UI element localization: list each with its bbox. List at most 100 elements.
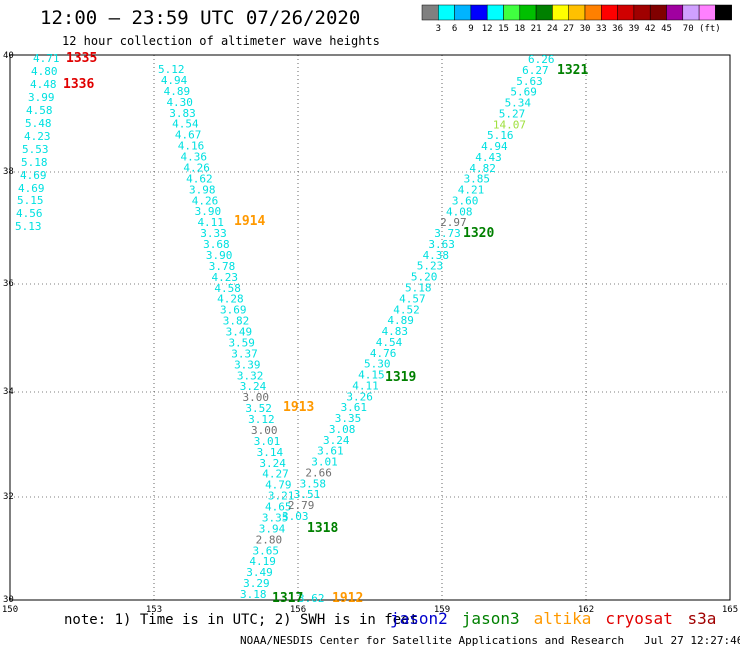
swh-value: 3.32 bbox=[237, 369, 263, 382]
swh-value: 4.69 bbox=[20, 169, 47, 182]
swh-value: 3.60 bbox=[452, 194, 479, 207]
colorbar-tick: 70 (ft) bbox=[683, 24, 721, 34]
lon-tick-label: 150 bbox=[2, 605, 18, 615]
swh-value: 3.62 bbox=[298, 592, 325, 605]
swh-value: 4.58 bbox=[26, 104, 53, 117]
legend-entry-cryosat: cryosat bbox=[605, 609, 672, 628]
track-label: 1335 bbox=[66, 51, 97, 66]
swh-value: 4.65 bbox=[265, 501, 292, 514]
swh-value: 4.28 bbox=[217, 293, 244, 306]
colorbar-swatch bbox=[519, 4, 537, 21]
colorbar-swatch bbox=[568, 4, 586, 21]
swh-value: 5.16 bbox=[487, 129, 514, 142]
colorbar-swatch bbox=[535, 4, 553, 21]
track-label: 1914 bbox=[234, 214, 265, 229]
track-label: 1321 bbox=[557, 63, 588, 78]
colorbar-tick: 9 bbox=[468, 24, 473, 34]
swh-value: 4.83 bbox=[382, 325, 409, 338]
colorbar-swatch bbox=[698, 4, 716, 21]
lat-tick-label: 36 bbox=[3, 279, 14, 289]
colorbar-swatch bbox=[601, 4, 618, 21]
swh-value: 3.14 bbox=[257, 446, 284, 459]
swh-value: 5.18 bbox=[21, 156, 48, 169]
map-frame bbox=[9, 54, 731, 601]
swh-value: 3.99 bbox=[28, 91, 55, 104]
swh-value: 4.11 bbox=[352, 379, 379, 392]
colorbar-swatch bbox=[633, 4, 651, 21]
swh-value: 3.58 bbox=[300, 477, 327, 490]
colorbar-swatch bbox=[454, 4, 472, 21]
colorbar-swatch bbox=[552, 4, 569, 21]
swh-value: 2.79 bbox=[288, 499, 315, 512]
swh-value: 3.94 bbox=[259, 522, 286, 535]
swh-value: 3.90 bbox=[195, 205, 222, 218]
swh-value: 5.53 bbox=[22, 143, 49, 156]
swh-value: 3.59 bbox=[228, 336, 255, 349]
swh-value: 3.03 bbox=[282, 510, 309, 523]
swh-value: 5.63 bbox=[516, 75, 543, 88]
track-label: 1318 bbox=[307, 521, 338, 536]
swh-value: 2.97 bbox=[440, 216, 467, 229]
swh-value: 3.52 bbox=[245, 402, 272, 415]
swh-value: 4.52 bbox=[393, 303, 420, 316]
swh-value: 3.98 bbox=[189, 183, 216, 196]
track-label: 1336 bbox=[63, 77, 94, 92]
swh-value: 3.24 bbox=[323, 434, 350, 447]
colorbar-tick: 3 bbox=[436, 24, 441, 34]
swh-value: 3.78 bbox=[209, 260, 236, 273]
swh-value: 14.07 bbox=[493, 118, 526, 131]
track-label: 1912 bbox=[332, 591, 363, 606]
colorbar-tick: 21 bbox=[531, 24, 542, 34]
track-label: 1320 bbox=[463, 226, 494, 241]
swh-value: 3.82 bbox=[223, 315, 250, 328]
swh-value: 2.80 bbox=[256, 533, 283, 546]
swh-value: 6.26 bbox=[528, 53, 555, 66]
colorbar-tick: 6 bbox=[452, 24, 457, 34]
swh-value: 3.12 bbox=[248, 413, 275, 426]
track-label: 1319 bbox=[385, 370, 416, 385]
swh-value: 4.94 bbox=[481, 140, 508, 153]
swh-value: 5.69 bbox=[510, 86, 537, 99]
swh-value: 4.26 bbox=[183, 161, 210, 174]
swh-value: 3.01 bbox=[254, 435, 281, 448]
swh-value: 3.26 bbox=[346, 390, 373, 403]
swh-value: 4.57 bbox=[399, 292, 426, 305]
swh-value: 4.16 bbox=[178, 140, 205, 153]
swh-value: 4.21 bbox=[458, 184, 485, 197]
swh-value: 4.08 bbox=[446, 205, 473, 218]
colorbar-swatch bbox=[584, 4, 602, 21]
swh-value: 4.23 bbox=[212, 271, 239, 284]
swh-value: 4.54 bbox=[172, 118, 199, 131]
swh-value: 2.66 bbox=[305, 466, 332, 479]
swh-value: 5.30 bbox=[364, 358, 391, 371]
colorbar-swatch bbox=[438, 4, 455, 21]
colorbar-tick: 24 bbox=[547, 24, 558, 34]
swh-value: 3.08 bbox=[329, 423, 356, 436]
legend-entry-altika: altika bbox=[534, 609, 592, 628]
swh-value: 5.13 bbox=[15, 220, 42, 233]
colorbar-tick: 42 bbox=[645, 24, 656, 34]
swh-value: 5.27 bbox=[499, 107, 526, 120]
lat-tick-label: 40 bbox=[3, 51, 14, 61]
swh-value: 3.49 bbox=[246, 566, 273, 579]
swh-value: 3.29 bbox=[243, 577, 270, 590]
swh-value: 4.27 bbox=[262, 468, 289, 481]
swh-value: 3.69 bbox=[220, 304, 247, 317]
swh-value: 4.67 bbox=[175, 129, 202, 142]
track-label: 1913 bbox=[283, 400, 314, 415]
swh-value: 4.54 bbox=[376, 336, 403, 349]
lat-tick-label: 34 bbox=[3, 387, 14, 397]
colorbar-swatch bbox=[421, 4, 439, 21]
colorbar-tick: 18 bbox=[514, 24, 525, 34]
swh-value: 3.33 bbox=[200, 227, 227, 240]
swh-value: 4.76 bbox=[370, 347, 397, 360]
colorbar-tick: 12 bbox=[482, 24, 493, 34]
swh-value: 3.51 bbox=[294, 488, 321, 501]
swh-value: 5.23 bbox=[417, 260, 444, 273]
colorbar-swatch bbox=[649, 4, 667, 21]
swh-value: 5.18 bbox=[405, 282, 432, 295]
swh-value: 3.35 bbox=[262, 511, 289, 524]
swh-value: 4.79 bbox=[265, 479, 292, 492]
swh-value: 5.48 bbox=[25, 117, 52, 130]
colorbar-swatch bbox=[470, 4, 488, 21]
